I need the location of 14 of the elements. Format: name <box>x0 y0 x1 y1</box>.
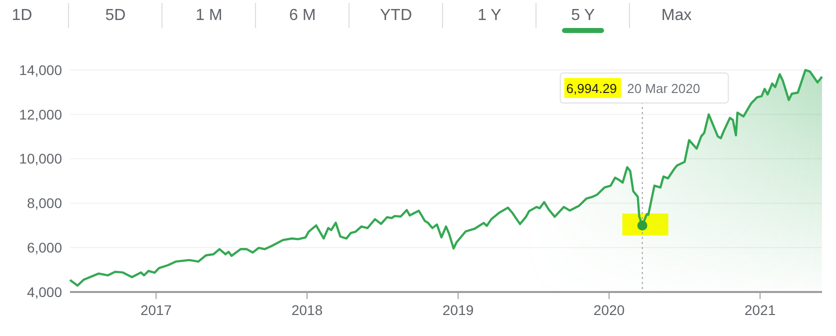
y-tick-label: 10,000 <box>19 150 62 167</box>
ref-line-label: 20 Mar 2020 <box>627 81 700 96</box>
x-tick-label: 2018 <box>292 302 323 318</box>
y-tick-label: 6,000 <box>26 240 62 256</box>
y-tick-label: 4,000 <box>26 284 62 300</box>
x-tick-label: 2020 <box>594 302 625 318</box>
x-tick-label: 2019 <box>442 302 474 318</box>
y-tick-label: 8,000 <box>26 195 62 212</box>
annotation: 6,994.29 <box>566 81 617 96</box>
y-tick-label: 12,000 <box>19 106 62 122</box>
tab-bar: 1D 5D 1 M 6 M YTD 1 Y 5 Y Max <box>12 2 692 33</box>
y-tick-label: 14,000 <box>19 62 62 78</box>
x-tick-label: 2021 <box>744 302 776 318</box>
x-tick-label: 2017 <box>140 302 172 318</box>
